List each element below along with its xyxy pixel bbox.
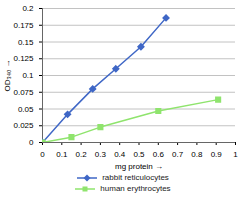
svg-text:1: 1 <box>233 150 238 159</box>
svg-text:OD₃₄₀ →: OD₃₄₀ → <box>3 59 12 91</box>
svg-text:0.7: 0.7 <box>172 150 184 159</box>
svg-text:0: 0 <box>40 150 45 159</box>
svg-text:0.15: 0.15 <box>18 38 34 47</box>
svg-text:0.175: 0.175 <box>13 21 34 30</box>
svg-text:0.4: 0.4 <box>114 150 126 159</box>
svg-text:0.1: 0.1 <box>22 71 34 80</box>
html-text:human erythrocytes: human erythrocytes <box>100 184 171 193</box>
html-text:rabbit reticulocytes: rabbit reticulocytes <box>102 173 169 182</box>
svg-text:0.2: 0.2 <box>22 4 34 13</box>
svg-text:0.6: 0.6 <box>153 150 165 159</box>
svg-text:0.2: 0.2 <box>76 150 88 159</box>
svg-text:mg protein →: mg protein → <box>115 162 163 171</box>
svg-text:0.075: 0.075 <box>13 88 34 97</box>
svg-text:0.9: 0.9 <box>211 150 223 159</box>
svg-text:0.05: 0.05 <box>18 105 34 114</box>
svg-text:0.8: 0.8 <box>191 150 203 159</box>
svg-text:0.1: 0.1 <box>56 150 68 159</box>
svg-text:0: 0 <box>29 138 34 147</box>
svg-text:0.5: 0.5 <box>133 150 145 159</box>
svg-text:0.3: 0.3 <box>95 150 107 159</box>
svg-text:0.125: 0.125 <box>13 54 34 63</box>
svg-text:0.025: 0.025 <box>13 121 34 130</box>
